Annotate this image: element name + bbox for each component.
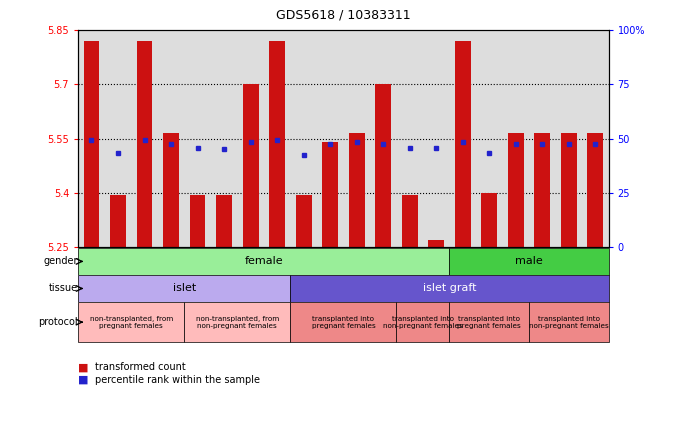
Bar [163, 133, 179, 247]
Bar [78, 275, 290, 302]
Bar [449, 248, 609, 275]
Bar [190, 195, 205, 247]
Bar [428, 240, 444, 247]
Text: female: female [245, 256, 283, 266]
Bar [455, 41, 471, 247]
Bar [561, 133, 577, 247]
Text: non-transplanted, from
pregnant females: non-transplanted, from pregnant females [90, 316, 173, 329]
Bar [449, 302, 529, 342]
Text: GDS5618 / 10383311: GDS5618 / 10383311 [276, 8, 411, 21]
Bar [216, 195, 232, 247]
Text: tissue: tissue [49, 283, 78, 294]
Text: transplanted into
non-pregnant females: transplanted into non-pregnant females [383, 316, 463, 329]
Bar [481, 193, 497, 247]
Bar [269, 41, 285, 247]
Bar [322, 142, 338, 247]
Bar [110, 195, 126, 247]
Text: ■: ■ [78, 375, 88, 385]
Text: islet: islet [173, 283, 196, 294]
Text: non-transplanted, from
non-pregnant females: non-transplanted, from non-pregnant fema… [196, 316, 279, 329]
Text: protocol: protocol [39, 317, 78, 327]
Bar [375, 84, 391, 247]
Bar [243, 84, 258, 247]
Text: ■: ■ [78, 362, 88, 372]
Bar [296, 195, 311, 247]
Bar [508, 133, 524, 247]
Text: male: male [515, 256, 543, 266]
Text: transformed count: transformed count [95, 362, 186, 372]
Text: transplanted into
pregnant females: transplanted into pregnant females [311, 316, 375, 329]
Bar [588, 133, 603, 247]
Bar [84, 41, 99, 247]
Bar [184, 302, 290, 342]
Text: percentile rank within the sample: percentile rank within the sample [95, 375, 260, 385]
Text: gender: gender [44, 256, 78, 266]
Bar [402, 195, 418, 247]
Text: transplanted into
non-pregnant females: transplanted into non-pregnant females [529, 316, 609, 329]
Bar [534, 133, 550, 247]
Bar [529, 302, 609, 342]
Bar [290, 275, 609, 302]
Text: transplanted into
pregnant females: transplanted into pregnant females [458, 316, 521, 329]
Text: islet graft: islet graft [423, 283, 476, 294]
Bar [396, 302, 449, 342]
Bar [78, 302, 184, 342]
Bar [78, 248, 449, 275]
Bar [137, 41, 152, 247]
Bar [349, 133, 364, 247]
Bar [290, 302, 396, 342]
